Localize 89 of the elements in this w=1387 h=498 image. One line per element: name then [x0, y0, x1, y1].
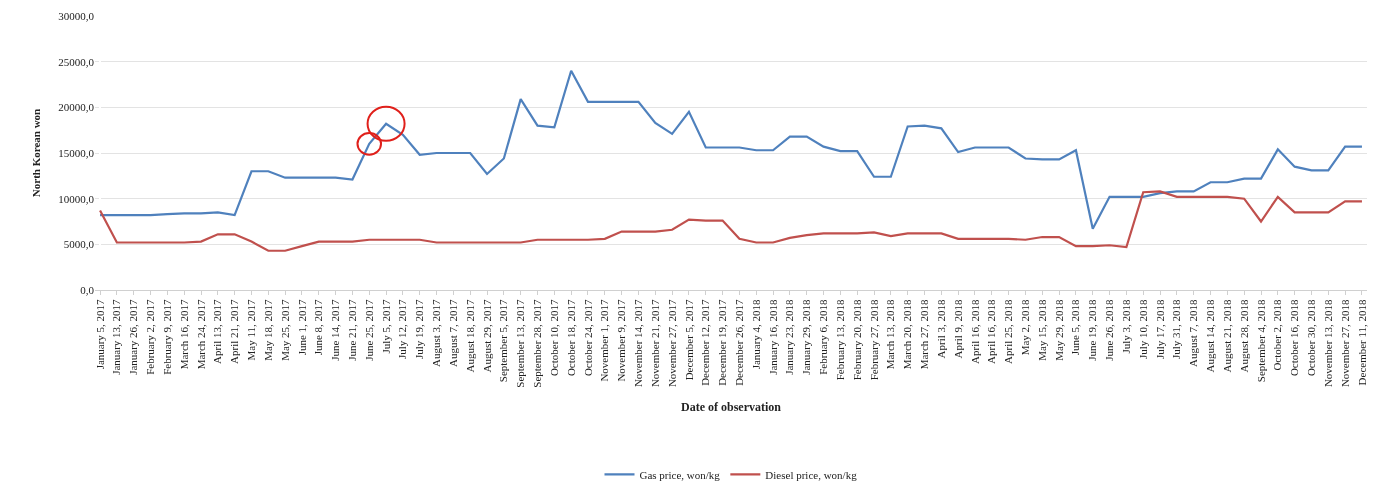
x-tick-label: October 10, 2017: [547, 298, 560, 377]
x-tick-label: August 18, 2017: [463, 298, 476, 373]
x-tick-label: January 29, 2018: [800, 298, 813, 375]
x-tick-label: August 7, 2018: [1187, 298, 1200, 367]
x-tick-label: November 9, 2017: [615, 298, 628, 382]
x-tick-label: October 16, 2018: [1288, 298, 1301, 377]
x-tick-label: January 23, 2018: [783, 298, 796, 375]
x-tick-label: April 25, 2018: [1002, 298, 1015, 364]
line-series: [98, 190, 1364, 252]
y-tick-label: 0,0: [80, 283, 95, 296]
x-tick-label: August 29, 2017: [480, 298, 493, 373]
x-tick-label: February 13, 2018: [833, 298, 846, 381]
x-tick-label: January 16, 2018: [766, 298, 779, 375]
x-tick-label: May 15, 2018: [1035, 298, 1048, 361]
x-tick-label: March 13, 2018: [884, 298, 897, 370]
x-tick-label: April 13, 2017: [211, 298, 224, 364]
x-tick-label: November 14, 2017: [632, 298, 645, 388]
x-tick-label: December 11, 2018: [1355, 298, 1368, 386]
x-tick-label: May 2, 2018: [1019, 298, 1032, 356]
x-tick-label: August 21, 2018: [1220, 298, 1233, 373]
x-tick-label: April 16, 2018: [968, 298, 981, 364]
x-tick-label: July 5, 2017: [379, 298, 392, 354]
x-tick-label: February 2, 2017: [144, 298, 157, 375]
x-tick-label: November 1, 2017: [598, 298, 611, 382]
x-tick-label: June 1, 2017: [295, 298, 308, 356]
x-tick-label: May 18, 2017: [261, 298, 274, 361]
x-tick-label: June 5, 2018: [1069, 298, 1082, 356]
x-tick-label: September 28, 2017: [531, 298, 544, 388]
x-tick-label: September 4, 2018: [1254, 298, 1267, 383]
x-tick-label: July 3, 2018: [1119, 298, 1132, 354]
x-tick-label: April 9, 2018: [951, 298, 964, 359]
x-tick-label: January 5, 2017: [93, 298, 106, 370]
x-tick-label: August 7, 2017: [446, 298, 459, 367]
y-tick-label: 30000,0: [58, 9, 95, 22]
x-tick-label: October 2, 2018: [1271, 298, 1284, 371]
x-tick-label: February 20, 2018: [850, 298, 863, 381]
y-axis-title: North Korean won: [29, 108, 42, 198]
y-tick-label: 5000,0: [63, 238, 95, 251]
x-tick-label: September 5, 2017: [497, 298, 510, 383]
x-tick-label: October 24, 2017: [581, 298, 594, 377]
x-tick-label: August 14, 2018: [1204, 298, 1217, 373]
y-tick-label: 20000,0: [58, 101, 95, 114]
x-tick-label: October 30, 2018: [1305, 298, 1318, 377]
line-series: [98, 69, 1364, 230]
x-tick-label: June 25, 2017: [362, 298, 375, 361]
x-tick-label: August 3, 2017: [430, 298, 443, 367]
x-tick-label: August 28, 2018: [1237, 298, 1250, 373]
x-tick-label: May 11, 2017: [245, 298, 258, 361]
x-tick-label: July 31, 2018: [1170, 298, 1183, 359]
x-tick-label: June 21, 2017: [346, 298, 359, 361]
x-tick-label: April 16, 2018: [985, 298, 998, 364]
x-tick-label: January 4, 2018: [749, 298, 762, 370]
x-tick-label: July 17, 2018: [1153, 298, 1166, 359]
x-tick-label: July 12, 2017: [396, 298, 409, 359]
x-tick-label: November 13, 2018: [1321, 298, 1334, 388]
x-tick-label: November 27, 2018: [1338, 298, 1351, 388]
x-tick-label: April 3, 2018: [934, 298, 947, 359]
x-tick-label: October 18, 2017: [564, 298, 577, 377]
x-tick-label: December 12, 2017: [699, 298, 712, 386]
x-tick-label: May 29, 2018: [1052, 298, 1065, 361]
x-tick-label: February 9, 2017: [160, 298, 173, 375]
y-tick-label: 15000,0: [58, 146, 95, 159]
x-tick-label: March 27, 2018: [918, 298, 931, 370]
x-tick-label: January 13, 2017: [110, 298, 123, 375]
x-tick-label: December 26, 2017: [732, 298, 745, 386]
x-tick-label: March 24, 2017: [194, 298, 207, 370]
x-tick-label: January 26, 2017: [127, 298, 140, 375]
x-tick-label: March 20, 2018: [901, 298, 914, 370]
x-tick-label: July 10, 2018: [1136, 298, 1149, 359]
y-tick-label: 25000,0: [58, 55, 95, 68]
y-tick-label: 10000,0: [58, 192, 95, 205]
x-tick-label: December 5, 2017: [682, 298, 695, 381]
x-tick-label: June 26, 2018: [1103, 298, 1116, 361]
x-tick-label: July 19, 2017: [413, 298, 426, 359]
x-axis-title: Date of observation: [681, 399, 782, 414]
x-tick-label: February 6, 2018: [817, 298, 830, 375]
x-tick-label: June 14, 2017: [329, 298, 342, 361]
x-tick-label: November 27, 2017: [665, 298, 678, 388]
x-tick-label: February 27, 2018: [867, 298, 880, 381]
x-tick-label: June 19, 2018: [1086, 298, 1099, 361]
x-tick-label: December 19, 2017: [716, 298, 729, 386]
x-tick-label: March 16, 2017: [177, 298, 190, 370]
legend-label: Diesel price, won/kg: [765, 468, 858, 481]
x-tick-label: June 8, 2017: [312, 298, 325, 356]
x-tick-label: September 13, 2017: [514, 298, 527, 388]
x-tick-label: April 21, 2017: [228, 298, 241, 364]
x-tick-label: May 25, 2017: [278, 298, 291, 361]
legend-label: Gas price, won/kg: [639, 468, 721, 481]
x-tick-label: November 21, 2017: [648, 298, 661, 388]
